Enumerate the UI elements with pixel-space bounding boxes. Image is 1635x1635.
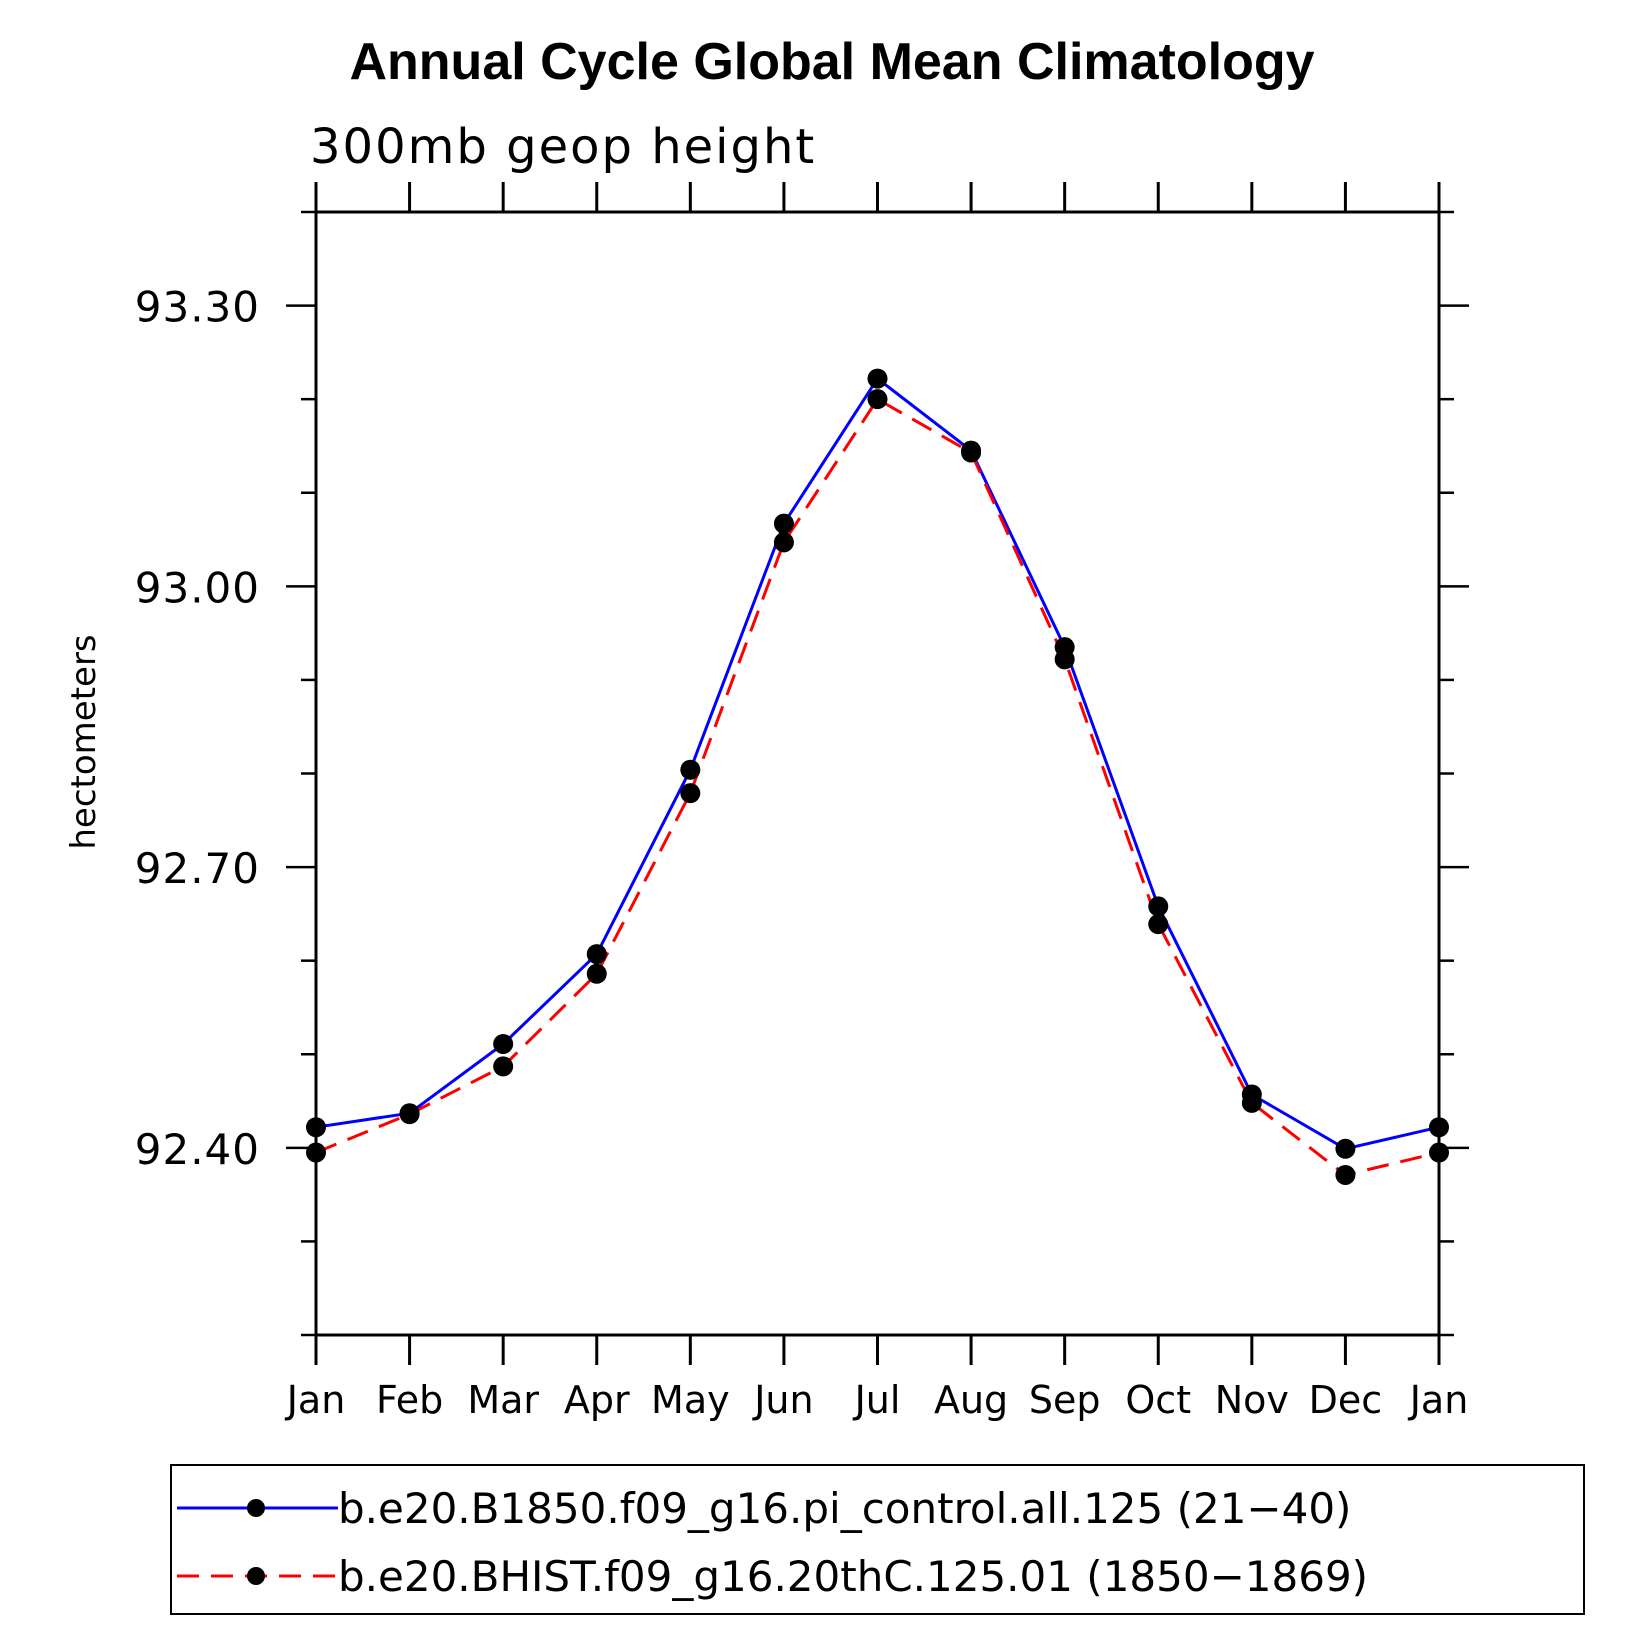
data-point-series-1	[773, 513, 794, 534]
x-tick-label: May	[651, 1378, 730, 1422]
data-point-series-2	[680, 783, 701, 804]
data-point-series-2	[306, 1142, 326, 1163]
data-point-series-1	[306, 1117, 326, 1138]
data-point-series-1	[493, 1033, 514, 1054]
y-tick-label: 92.70	[135, 844, 260, 893]
data-point-series-1	[586, 944, 607, 965]
y-tick-label: 92.40	[135, 1125, 260, 1174]
x-tick-label: Jun	[752, 1378, 813, 1422]
chart-subtitle: 300mb geop height	[310, 119, 816, 175]
series-layer	[306, 368, 1449, 1185]
y-axis-label: hectometers	[64, 634, 104, 849]
x-tick-label: Aug	[934, 1378, 1008, 1422]
data-point-series-2	[773, 532, 794, 553]
data-point-series-2	[1429, 1142, 1449, 1163]
x-tick-label: Jul	[853, 1378, 901, 1422]
legend-label-series-2: b.e20.BHIST.f09_g16.20thC.125.01 (1850−1…	[338, 1552, 1368, 1601]
legend-marker-series-2	[247, 1567, 265, 1585]
data-point-series-2	[867, 389, 888, 410]
legend-label-series-1: b.e20.B1850.f09_g16.pi_control.all.125 (…	[338, 1484, 1351, 1533]
legend-box	[170, 1464, 1585, 1615]
x-tick-label: Sep	[1029, 1378, 1101, 1422]
y-tick-label: 93.00	[135, 563, 260, 612]
y-tick-label: 93.30	[135, 283, 260, 332]
data-point-series-2	[1054, 649, 1075, 670]
data-point-series-1	[1148, 896, 1169, 917]
data-point-series-2	[399, 1104, 420, 1125]
x-tick-label: Dec	[1309, 1378, 1383, 1422]
data-point-series-2	[1335, 1164, 1356, 1185]
x-tick-labels: Jan Feb Mar Apr May Jun Jul Aug Sep Oct Nov Dec Jan	[285, 1378, 1469, 1422]
x-tick-label: Feb	[376, 1378, 443, 1422]
y-tick-labels: 92.40 92.70 93.00 93.30	[135, 283, 260, 1174]
data-point-series-2	[586, 963, 607, 984]
x-tick-label: Jan	[1408, 1378, 1469, 1422]
chart-title: Annual Cycle Global Mean Climatology	[349, 33, 1314, 91]
data-point-series-2	[1148, 914, 1169, 935]
data-point-series-1	[680, 759, 701, 780]
data-point-series-1	[867, 368, 888, 389]
x-tick-label: Mar	[467, 1378, 539, 1422]
data-point-series-2	[961, 442, 982, 463]
data-point-series-1	[1335, 1138, 1356, 1159]
legend: b.e20.B1850.f09_g16.pi_control.all.125 (…	[170, 1464, 1585, 1615]
x-tick-label: Nov	[1215, 1378, 1289, 1422]
series-line-1	[315, 377, 1440, 1151]
data-point-series-2	[493, 1056, 514, 1077]
data-point-series-2	[1241, 1092, 1262, 1113]
x-tick-label: Jan	[285, 1378, 346, 1422]
data-point-series-1	[1429, 1117, 1449, 1138]
axis-ticks	[286, 182, 1469, 1365]
legend-marker-series-1	[247, 1499, 265, 1517]
x-tick-label: Oct	[1125, 1378, 1191, 1422]
x-tick-label: Apr	[564, 1378, 630, 1422]
